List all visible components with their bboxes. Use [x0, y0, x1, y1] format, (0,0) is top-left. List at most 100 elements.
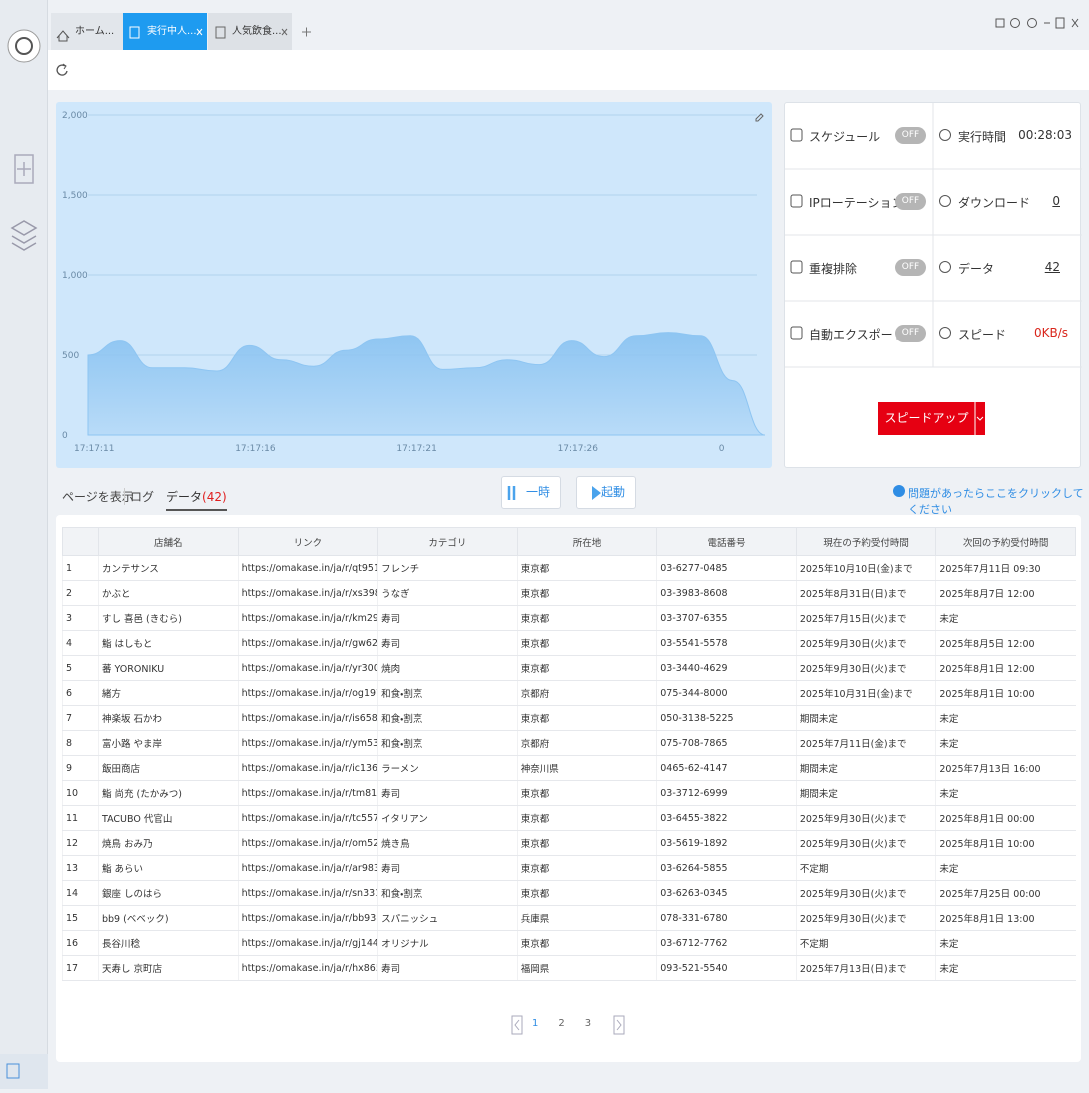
table-cell: 2025年9月30日(火)まで	[795, 905, 936, 931]
row-index: 3	[62, 605, 99, 631]
table-cell: 期間未定	[795, 755, 936, 781]
row-index: 17	[62, 955, 99, 981]
table-cell: 飯田商店	[98, 755, 239, 781]
edit-icon[interactable]	[755, 113, 764, 122]
table-cell: 寿司	[377, 855, 518, 881]
table-cell: 2025年7月13日 16:00	[935, 755, 1076, 781]
icon-shape	[939, 261, 951, 273]
table-cell: https://omakase.in/ja/r/yr300126	[237, 655, 378, 681]
table-cell: 銀座 しのはら	[98, 880, 239, 906]
table-cell: 和食・割烹	[377, 880, 518, 906]
status-icon	[939, 327, 951, 339]
new-tab[interactable]	[302, 27, 311, 37]
table-cell: 未定	[935, 605, 1076, 631]
table-cell: 2025年10月10日(金)まで	[795, 555, 936, 581]
reload-icon[interactable]	[48, 50, 78, 90]
row-index: 6	[62, 680, 99, 706]
table-cell: イタリアン	[377, 805, 518, 831]
table-cell: https://omakase.in/ja/r/tm817004	[237, 780, 378, 806]
page-number[interactable]: 3	[584, 1018, 592, 1029]
column-header: リンク	[237, 527, 379, 556]
table-cell: 鮨 尚充 (たかみつ)	[98, 780, 239, 806]
table-cell: 2025年7月25日 00:00	[935, 880, 1076, 906]
icon-shape	[939, 129, 951, 141]
table-cell: 東京都	[516, 655, 657, 681]
icon-shape	[790, 194, 803, 208]
status-icon	[790, 128, 803, 142]
status-icon	[939, 195, 951, 207]
status-label: ダウンロード	[958, 196, 1031, 210]
table-cell: 03-3707-6355	[656, 605, 797, 631]
table-cell: すし 喜邑 (きむら)	[98, 605, 239, 631]
table-cell: 和食・割烹	[377, 730, 518, 756]
sidebar-icons	[0, 29, 48, 1089]
help-link[interactable]: 問題があったらここをクリックしてください	[908, 487, 1084, 516]
view-page-tab[interactable]: ページを表示	[62, 490, 134, 504]
table-cell: 寿司	[377, 630, 518, 656]
table-cell: スパニッシュ	[377, 905, 518, 931]
new-task-icon[interactable]	[14, 154, 34, 184]
speed-up-label[interactable]: スピードアップ	[884, 411, 969, 425]
table-cell: 050-3138-5225	[656, 705, 797, 731]
control-icons	[507, 486, 601, 500]
table-cell: 03-6264-5855	[656, 855, 797, 881]
table-cell: 03-6263-0345	[656, 880, 797, 906]
table-cell: 03-5541-5578	[656, 630, 797, 656]
status-label: 重複排除	[809, 262, 858, 276]
x-tick-label: 0	[719, 444, 725, 454]
table-cell: 未定	[935, 780, 1076, 806]
page-number[interactable]: 2	[558, 1018, 565, 1029]
toggle: OFF	[895, 259, 926, 276]
log-tab[interactable]: ログ	[124, 488, 154, 505]
table-cell: 03-3440-4629	[656, 655, 797, 681]
table-cell: 富小路 やま岸	[98, 730, 239, 756]
row-index: 14	[62, 880, 99, 906]
x-tick-label: 17:17:16	[235, 444, 276, 454]
table-cell: 2025年8月7日 12:00	[935, 580, 1076, 606]
tab[interactable]: 人気飲食...	[208, 13, 292, 50]
pause-button[interactable]: 一時停止	[501, 476, 561, 530]
data-tab[interactable]: データ(42)	[166, 488, 227, 511]
table-cell: 03-6455-3822	[656, 805, 797, 831]
table-cell: 2025年7月13日(日)まで	[795, 955, 936, 981]
table-cell: 2025年8月1日 10:00	[935, 830, 1076, 856]
close-window[interactable]	[1071, 18, 1079, 28]
table-cell: うなぎ	[377, 580, 518, 606]
table-cell: 2025年9月30日(火)まで	[795, 880, 936, 906]
page-number[interactable]: 1	[532, 1018, 539, 1029]
table-cell: 2025年9月30日(火)まで	[795, 805, 936, 831]
table-cell: 東京都	[516, 555, 657, 581]
table-row: 4鮨 はしもとhttps://omakase.in/ja/r/gw622283寿…	[62, 630, 1076, 656]
table-cell: 緒方	[98, 680, 239, 706]
status-grid	[785, 103, 1082, 435]
table-cell: 兵庫県	[516, 905, 657, 931]
column-header: 次回の予約受付時間	[935, 527, 1076, 556]
tab-active[interactable]: 実行中人...	[123, 13, 207, 50]
table-cell: https://omakase.in/ja/r/sn331262	[237, 880, 378, 906]
tab[interactable]: ホーム...	[51, 13, 135, 50]
row-index: 2	[62, 580, 99, 606]
status-icon	[790, 260, 803, 274]
tasks-icon[interactable]	[10, 220, 38, 251]
column-header: 店舗名	[98, 527, 239, 556]
table-cell: https://omakase.in/ja/r/hx865905	[237, 955, 378, 981]
speed-up-button[interactable]	[878, 402, 985, 435]
tab-bar: ホーム... 実行中人... 人気飲食...	[48, 0, 1089, 50]
table-cell: https://omakase.in/ja/r/km291999	[237, 605, 378, 631]
table-cell: ラーメン	[377, 755, 518, 781]
table-cell: 寿司	[377, 780, 518, 806]
table-cell: 京都府	[516, 730, 657, 756]
tab-icons	[56, 17, 1079, 42]
start-button[interactable]: 起動	[576, 476, 636, 509]
table-row: 9飯田商店https://omakase.in/ja/r/ic136332ラーメ…	[62, 755, 1076, 781]
column-header: カテゴリ	[377, 527, 518, 556]
table-cell: 03-3712-6999	[656, 780, 797, 806]
icon-shape	[790, 128, 803, 142]
table-cell: 2025年8月1日 13:00	[935, 905, 1076, 931]
table-cell: 不定期	[795, 930, 936, 956]
table-row: 13鮨 あらいhttps://omakase.in/ja/r/ar983475寿…	[62, 855, 1076, 881]
table-cell: https://omakase.in/ja/r/xs398896	[237, 580, 378, 606]
table-row: 10 鮨 尚充 (たかみつ) https://omakase.in/ja/r/tm8…	[62, 780, 1076, 806]
